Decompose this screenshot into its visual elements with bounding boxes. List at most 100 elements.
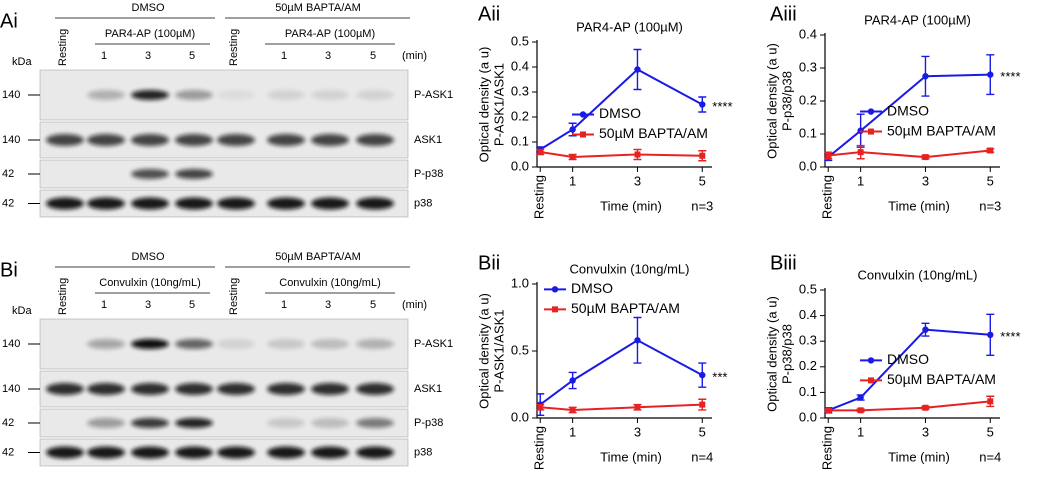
- blot-band: [131, 169, 169, 179]
- series-line: [540, 403, 703, 411]
- lane-label: Resting: [228, 278, 240, 315]
- blot-band: [356, 418, 394, 428]
- blot-band: [87, 446, 125, 459]
- y-tick-label: 0.4: [799, 307, 817, 322]
- y-axis-label: P-p38/p38: [779, 71, 794, 131]
- data-point: [569, 154, 576, 160]
- series-line: [539, 339, 703, 406]
- x-tick-label: Resting: [532, 426, 547, 470]
- y-axis-label: P-ASK1/ASK1: [491, 309, 506, 392]
- data-point: [922, 154, 929, 161]
- y-tick-label: 0.4: [511, 58, 529, 73]
- legend-label: 50µM BAPTA/AM: [887, 122, 996, 138]
- y-axis-label: P-ASK1/ASK1: [491, 63, 506, 146]
- treatment-label: Convulxin (10ng/mL): [279, 277, 381, 289]
- series-line: [828, 149, 991, 159]
- blot-band: [131, 90, 169, 100]
- blot-band: [356, 383, 394, 395]
- blot-band: [356, 90, 394, 100]
- blot-band: [175, 197, 213, 210]
- blot-band: [87, 418, 125, 428]
- data-point: [699, 371, 706, 379]
- data-point: [699, 152, 706, 159]
- x-tick-label: 3: [922, 424, 929, 439]
- marker-unit: kDa: [12, 305, 32, 317]
- y-tick-label: 0.1: [511, 133, 529, 148]
- significance: ****: [1000, 329, 1020, 344]
- x-tick-label: 1: [569, 424, 576, 439]
- blot-strip: [39, 159, 409, 189]
- data-point: [634, 337, 641, 344]
- lane-label: 5: [189, 50, 195, 62]
- legend-marker: [551, 286, 559, 293]
- legend-marker: [868, 377, 874, 384]
- blot-band: [217, 446, 255, 459]
- treatment-label: Convulxin (10ng/mL): [99, 277, 201, 289]
- x-tick-label: Resting: [532, 175, 547, 219]
- data-point: [634, 66, 641, 73]
- blot-band: [175, 134, 213, 146]
- x-tick-label: Resting: [820, 426, 835, 470]
- series-line: [827, 328, 991, 412]
- protein-label: P-p38: [414, 417, 443, 429]
- blot-band: [131, 418, 169, 428]
- chart-title: PAR4-AP (100µM): [864, 12, 971, 27]
- series-line: [828, 400, 991, 412]
- data-point: [634, 404, 641, 411]
- data-point: [537, 404, 544, 411]
- y-tick-label: 0.2: [799, 92, 817, 107]
- data-point: [825, 407, 832, 414]
- panel-label: Bi: [0, 259, 18, 281]
- y-tick-label: 0.2: [511, 108, 529, 123]
- series-line: [540, 151, 703, 159]
- data-point: [569, 126, 576, 133]
- data-point: [857, 149, 864, 156]
- legend-marker: [580, 131, 586, 138]
- lane-label: 5: [189, 299, 195, 311]
- marker-label: 140: [2, 134, 20, 146]
- blot-band: [267, 134, 305, 146]
- x-tick-label: 5: [987, 173, 994, 188]
- blot-band: [87, 90, 125, 100]
- y-tick-label: 0.4: [799, 26, 817, 41]
- legend-label: 50µM BAPTA/AM: [599, 125, 708, 141]
- x-tick-label: 3: [634, 173, 641, 188]
- y-tick-label: 0.0: [799, 409, 817, 424]
- legend-label: DMSO: [571, 280, 613, 296]
- panel-label: Aii: [478, 3, 500, 25]
- chart-title: Convulxin (10ng/mL): [570, 261, 690, 276]
- lane-label: 1: [281, 299, 287, 311]
- protein-label: p38: [414, 446, 432, 458]
- lane-label: Resting: [228, 29, 240, 66]
- y-tick-label: 1.0: [511, 275, 529, 290]
- blot-band: [87, 134, 125, 146]
- data-point: [987, 71, 994, 78]
- data-point: [699, 401, 706, 408]
- protein-label: ASK1: [414, 383, 442, 395]
- x-tick-label: 5: [699, 424, 706, 439]
- y-tick-label: 0.3: [799, 59, 817, 74]
- sample-size: n=4: [691, 449, 713, 464]
- group-label: DMSO: [132, 2, 165, 14]
- data-point: [857, 407, 864, 414]
- treatment-label: PAR4-AP (100µM): [285, 28, 375, 40]
- sample-size: n=4: [979, 449, 1001, 464]
- blot-band: [175, 169, 213, 179]
- blot-band: [175, 418, 213, 428]
- treatment-label: PAR4-AP (100µM): [105, 28, 195, 40]
- x-tick-label: 5: [699, 173, 706, 188]
- x-tick-label: 5: [987, 424, 994, 439]
- legend-label: 50µM BAPTA/AM: [571, 300, 680, 316]
- protein-label: p38: [414, 197, 432, 209]
- y-tick-label: 0.0: [799, 158, 817, 173]
- y-axis-label: P-p38/p38: [779, 324, 794, 384]
- blot-band: [311, 383, 349, 395]
- y-tick-label: 0.0: [511, 158, 529, 173]
- data-point: [634, 151, 641, 158]
- blot-band: [217, 90, 255, 100]
- marker-unit: kDa: [12, 56, 32, 68]
- marker-label: 140: [2, 338, 20, 350]
- x-axis-label: Time (min): [600, 198, 662, 213]
- time-unit: (min): [402, 299, 427, 311]
